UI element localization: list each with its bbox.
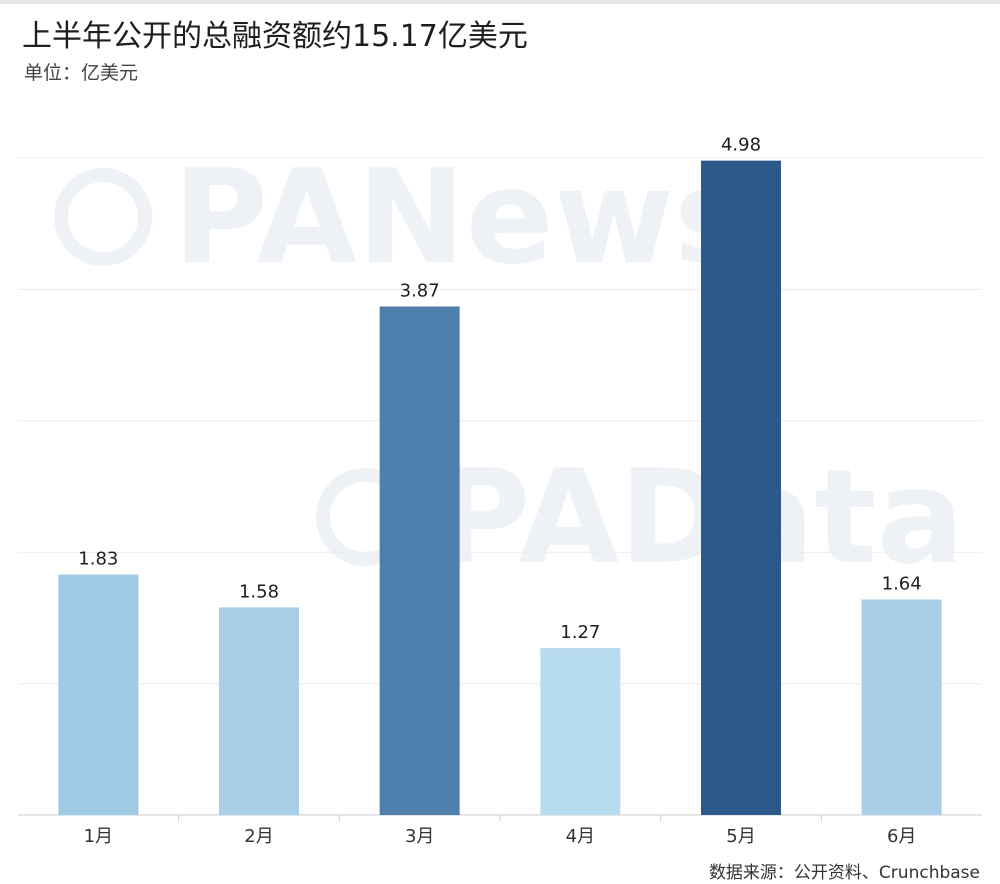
unit-label: 单位：亿美元 [24, 62, 139, 84]
bar-value-label: 1.27 [560, 622, 600, 643]
bar-value-label: 1.64 [882, 574, 922, 595]
x-tick-label: 6月 [887, 826, 916, 847]
bar-value-label: 4.98 [721, 135, 761, 156]
bar [58, 574, 139, 815]
bar [379, 306, 460, 815]
top-strip [0, 0, 1000, 4]
watermark-text: PANews [173, 141, 751, 293]
data-source: 数据来源：公开资料、Crunchbase [708, 863, 980, 883]
bar [219, 607, 299, 815]
bar [861, 599, 942, 815]
watermark-text: PAData [435, 441, 964, 593]
bar [701, 160, 781, 816]
x-tick-label: 1月 [84, 826, 113, 847]
x-tick-label: 3月 [405, 826, 434, 847]
x-tick-label: 2月 [244, 826, 273, 847]
chart-title: 上半年公开的总融资额约15.17亿美元 [22, 19, 528, 54]
bar-value-label: 1.83 [78, 549, 118, 570]
bar-value-label: 1.58 [239, 581, 279, 602]
watermark-logo-icon [54, 168, 152, 266]
bar-value-label: 3.87 [400, 280, 440, 301]
bar [540, 648, 621, 815]
x-tick-label: 4月 [566, 826, 595, 847]
x-tick-label: 5月 [726, 826, 755, 847]
